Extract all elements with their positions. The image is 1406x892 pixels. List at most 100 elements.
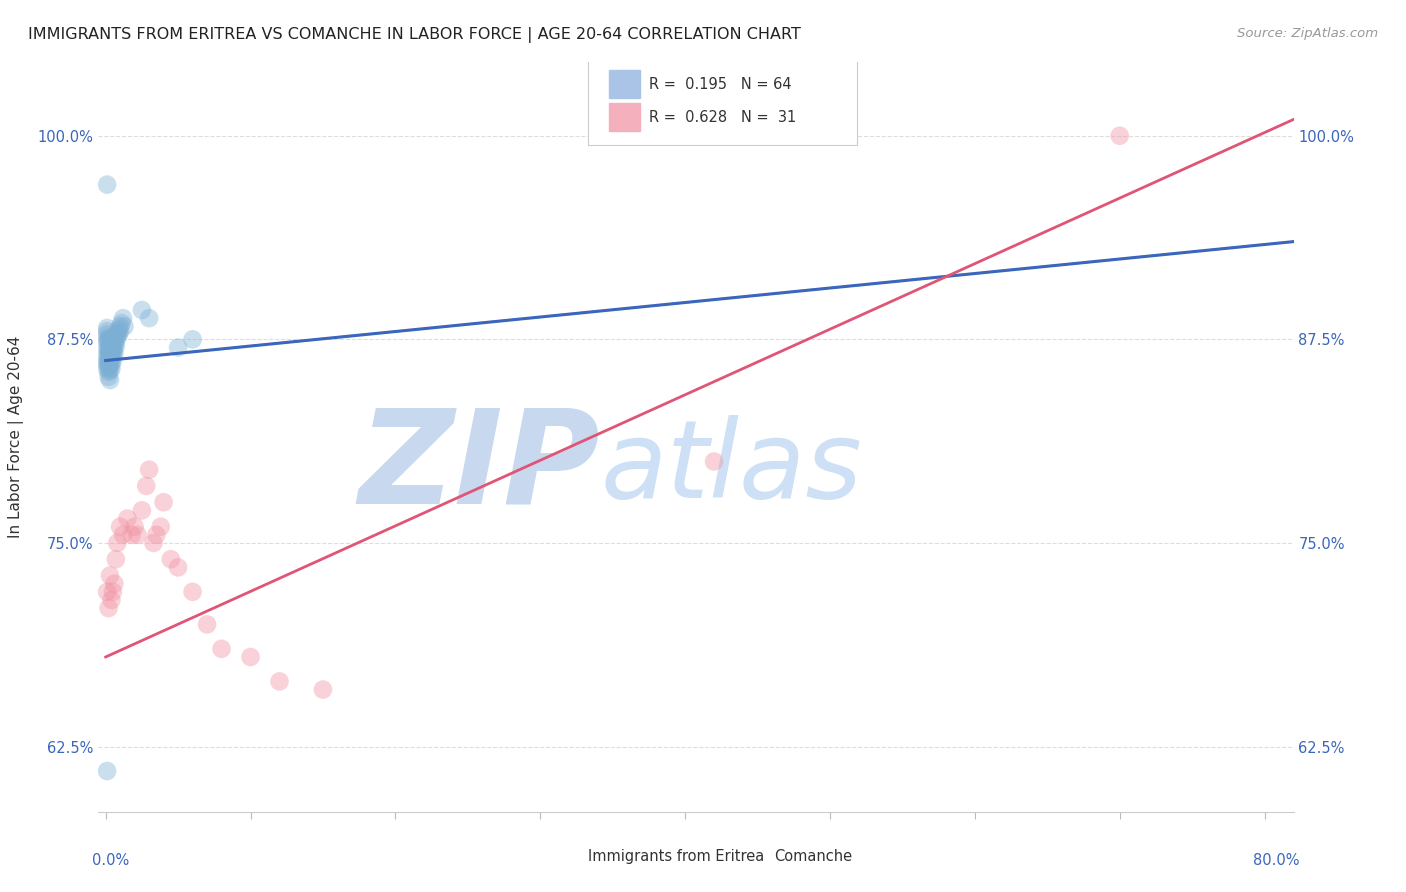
- Text: R =  0.195   N = 64: R = 0.195 N = 64: [650, 77, 792, 92]
- Point: [97, 331, 120, 345]
- Point: [138, 463, 160, 477]
- Point: [105, 536, 128, 550]
- Point: [104, 552, 127, 566]
- Point: [195, 617, 218, 632]
- Point: [138, 311, 160, 326]
- Point: [97, 359, 120, 374]
- Point: [100, 351, 122, 366]
- Text: IMMIGRANTS FROM ERITREA VS COMANCHE IN LABOR FORCE | AGE 20-64 CORRELATION CHART: IMMIGRANTS FROM ERITREA VS COMANCHE IN L…: [28, 27, 801, 43]
- Text: Comanche: Comanche: [773, 849, 852, 864]
- Point: [96, 357, 118, 371]
- Point: [98, 345, 121, 359]
- Point: [98, 568, 121, 582]
- Point: [112, 311, 135, 326]
- Text: R =  0.628   N =  31: R = 0.628 N = 31: [650, 110, 797, 125]
- Point: [100, 357, 122, 371]
- Point: [96, 764, 118, 778]
- Point: [114, 319, 136, 334]
- Point: [98, 341, 121, 355]
- Point: [145, 528, 167, 542]
- Point: [101, 341, 124, 355]
- Point: [149, 519, 172, 533]
- Point: [96, 349, 118, 363]
- Point: [100, 334, 122, 348]
- Point: [181, 332, 204, 346]
- Point: [96, 584, 118, 599]
- Point: [96, 342, 118, 356]
- Point: [239, 650, 262, 665]
- Bar: [553, 846, 582, 868]
- Point: [703, 454, 725, 468]
- Point: [312, 682, 335, 697]
- Point: [101, 335, 124, 350]
- Point: [142, 536, 165, 550]
- Point: [100, 361, 122, 376]
- Point: [104, 334, 127, 348]
- Point: [98, 359, 121, 373]
- Point: [96, 178, 118, 192]
- Point: [104, 329, 127, 343]
- Point: [107, 322, 129, 336]
- Point: [101, 349, 124, 363]
- Point: [97, 341, 120, 355]
- Point: [97, 351, 120, 366]
- Point: [1108, 128, 1130, 143]
- Point: [98, 353, 121, 368]
- Point: [105, 331, 128, 345]
- FancyBboxPatch shape: [589, 60, 858, 145]
- Point: [131, 303, 153, 318]
- Point: [96, 335, 118, 350]
- Bar: [609, 70, 640, 98]
- Point: [97, 365, 120, 379]
- Point: [167, 560, 190, 574]
- Point: [104, 339, 127, 353]
- Point: [181, 584, 204, 599]
- Point: [131, 503, 153, 517]
- Y-axis label: In Labor Force | Age 20-64: In Labor Force | Age 20-64: [8, 336, 24, 538]
- Bar: [609, 103, 640, 131]
- Point: [211, 641, 233, 656]
- Text: 0.0%: 0.0%: [93, 853, 129, 868]
- Point: [167, 341, 190, 355]
- Point: [96, 353, 118, 368]
- Text: Source: ZipAtlas.com: Source: ZipAtlas.com: [1237, 27, 1378, 40]
- Point: [152, 495, 174, 509]
- Point: [103, 337, 125, 351]
- Point: [108, 319, 131, 334]
- Point: [98, 363, 121, 377]
- Point: [121, 528, 143, 542]
- Text: 80.0%: 80.0%: [1253, 853, 1299, 868]
- Point: [103, 576, 125, 591]
- Point: [98, 351, 121, 365]
- Point: [100, 593, 122, 607]
- Text: ZIP: ZIP: [359, 403, 600, 531]
- Point: [101, 353, 124, 368]
- Point: [108, 324, 131, 338]
- Point: [269, 674, 291, 689]
- Text: Immigrants from Eritrea: Immigrants from Eritrea: [589, 849, 765, 864]
- Point: [97, 357, 120, 371]
- Point: [98, 337, 121, 351]
- Point: [105, 326, 128, 340]
- Point: [97, 601, 120, 615]
- Point: [124, 519, 146, 533]
- Point: [100, 347, 122, 361]
- Point: [100, 339, 122, 353]
- Text: atlas: atlas: [600, 415, 862, 519]
- Point: [103, 332, 125, 346]
- Point: [97, 369, 120, 384]
- Point: [107, 327, 129, 342]
- Point: [135, 479, 157, 493]
- Point: [103, 347, 125, 361]
- Point: [101, 343, 124, 358]
- Point: [96, 321, 118, 335]
- Point: [98, 373, 121, 387]
- Bar: [738, 846, 768, 868]
- Point: [127, 528, 149, 542]
- Point: [160, 552, 183, 566]
- Point: [96, 332, 118, 346]
- Point: [97, 343, 120, 358]
- Point: [96, 361, 118, 376]
- Point: [100, 343, 122, 358]
- Point: [101, 331, 124, 345]
